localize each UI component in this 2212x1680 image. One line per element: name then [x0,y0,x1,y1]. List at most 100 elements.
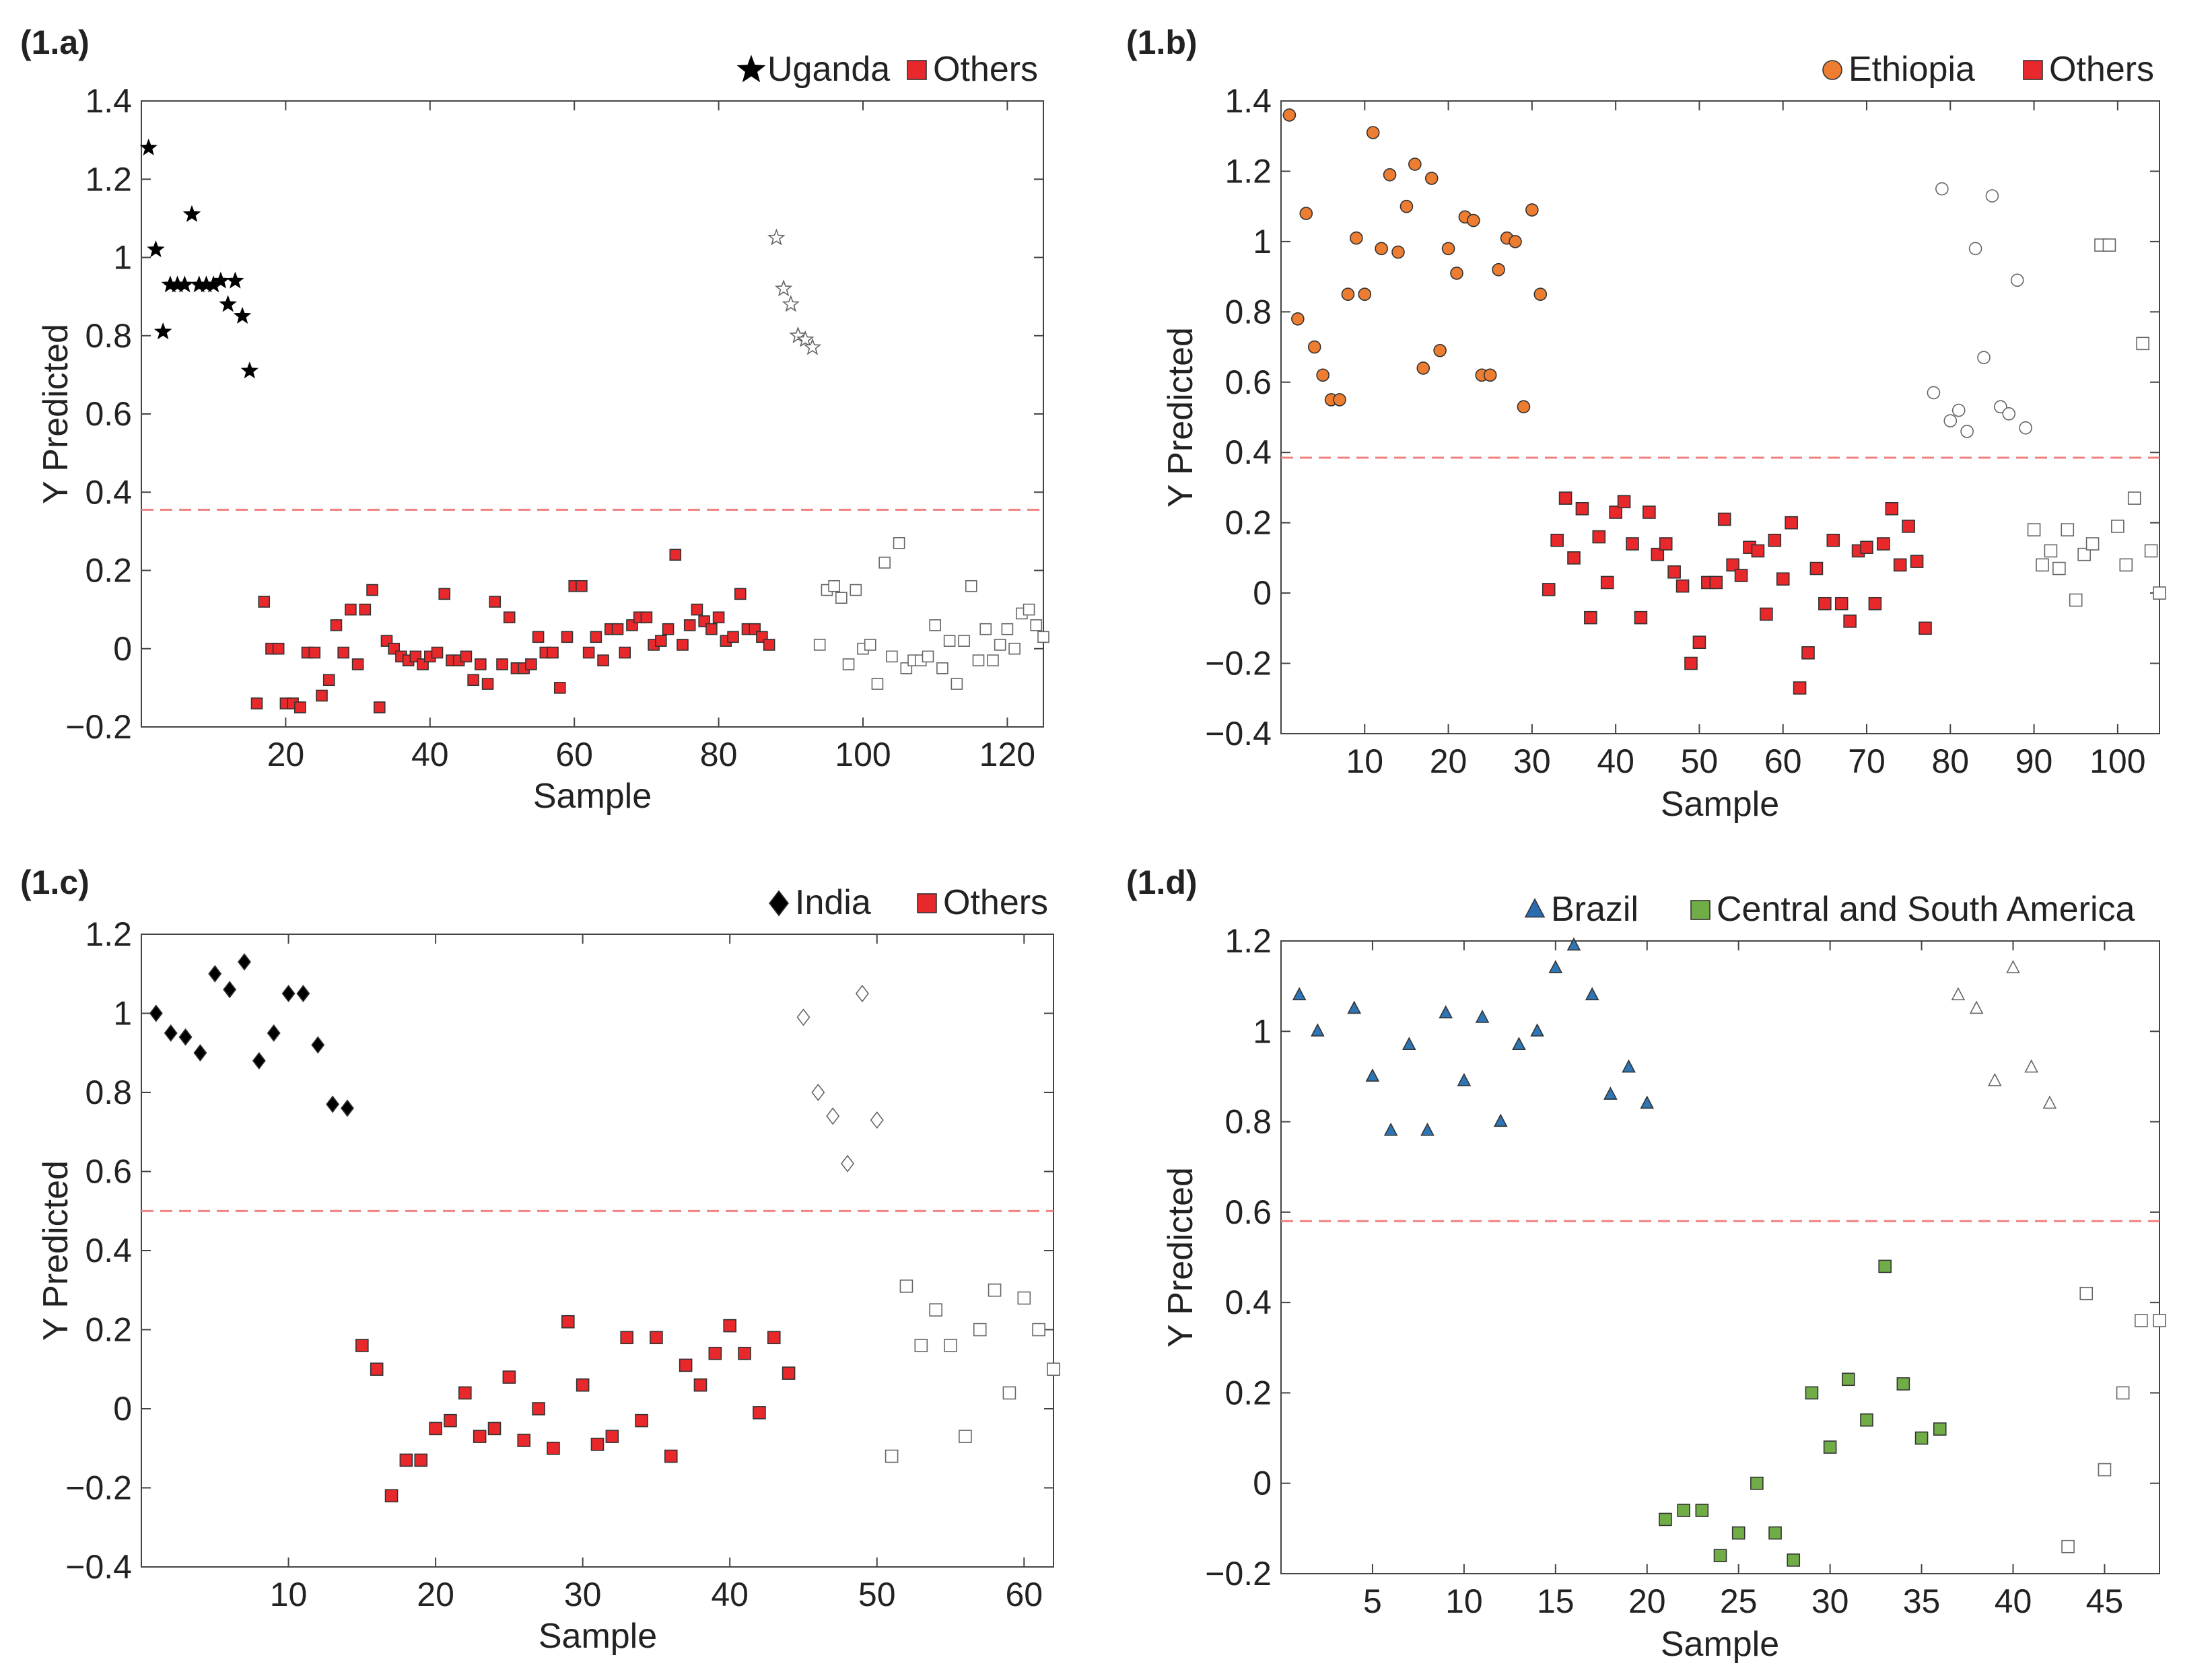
y-tick-label: 0.8 [1224,293,1272,330]
data-point [258,596,271,608]
data-point [1558,491,1572,505]
legend: Ethiopia Others [1822,50,2154,89]
data-point [922,650,934,663]
data-point [1383,1122,1398,1136]
data-point [734,588,747,600]
data-point [576,1378,590,1392]
panel-1b: (1.b) Ethiopia Others 10 20 30 40 50 60 70 80 90 1… [1106,0,2212,840]
y-tick-label: −0.4 [1205,715,1272,753]
data-point [1734,569,1748,582]
data-point [1492,262,1505,277]
data-point [705,623,718,635]
data-point [2077,547,2091,561]
data-point [899,1280,913,1293]
data-point [605,1430,619,1443]
data-point [475,658,487,670]
y-axis-label: Y Predicted [1161,327,1200,508]
data-point [370,1362,384,1376]
data-point [973,1323,987,1337]
panel-title: (1.a) [20,24,90,61]
data-point [1023,603,1035,616]
x-tick-label: 50 [858,1576,896,1613]
data-point [1341,287,1355,302]
data-point [886,650,898,663]
data-point [1493,1113,1508,1127]
plot-frame [1280,100,2160,734]
data-point [835,592,848,604]
data-point [864,639,876,651]
data-point [1533,287,1548,302]
data-point [182,205,201,222]
data-point [1008,642,1021,655]
y-tick-label: 1.4 [85,82,132,120]
data-point [487,1422,502,1436]
x-axis-label: Sample [533,777,652,816]
data-point [994,639,1006,651]
data-point [611,623,624,635]
data-point [1910,555,1924,568]
data-point [1760,607,1773,621]
data-point [267,1024,281,1042]
data-point [936,662,948,674]
data-point [1291,312,1305,326]
data-point [1567,551,1581,565]
data-point [619,646,631,659]
data-point [1709,575,1723,590]
data-point [1717,512,1731,526]
data-point [547,1441,560,1455]
data-point [1684,656,1698,670]
data-point [1001,623,1014,635]
legend-marker [1690,900,1710,920]
data-point [1575,501,1589,516]
data-point [1823,1440,1837,1454]
data-point [1675,579,1690,593]
data-point [1750,1476,1764,1490]
data-point [240,361,258,379]
data-point [1902,520,1915,533]
data-point [458,1386,472,1400]
data-point [944,1339,957,1352]
data-point [1994,400,2007,414]
data-point [2111,520,2124,533]
data-point [1592,530,1606,544]
data-point [1439,1005,1453,1018]
x-tick-label: 40 [1597,742,1634,780]
data-point [929,619,941,631]
y-tick-label: 0.8 [85,317,132,355]
y-tick-label: 0 [1253,574,1272,612]
data-point [640,611,653,624]
data-point [2061,523,2075,536]
data-point [796,330,815,347]
data-point [311,1036,325,1054]
x-tick-label: 45 [2086,1582,2124,1620]
data-point [1713,1549,1727,1562]
data-point [1307,340,1321,354]
data-points [1292,937,2166,1567]
data-point [502,1370,516,1384]
data-point [178,1028,193,1046]
data-point [1677,1504,1690,1517]
data-point [1692,635,1706,650]
data-point [669,549,682,561]
data-point [693,1378,707,1392]
data-point [1475,1010,1490,1023]
data-point [841,1154,855,1172]
y-tick-label: 0.8 [85,1074,132,1111]
data-point [1914,1431,1929,1445]
data-point [345,603,357,616]
data-point [712,611,725,624]
data-point [1834,596,1848,610]
x-tick-label: 40 [1995,1582,2032,1620]
data-point [929,1303,942,1317]
data-point [1366,126,1380,139]
data-point [878,557,891,569]
data-point [1603,1086,1618,1100]
data-point [2098,1463,2112,1477]
data-point [547,646,559,659]
data-point [503,611,516,624]
y-tick-label: 0.2 [1224,504,1272,542]
legend-marker [736,55,766,83]
data-point [576,580,588,592]
x-tick-label: 100 [835,736,891,773]
data-point [2136,337,2149,351]
